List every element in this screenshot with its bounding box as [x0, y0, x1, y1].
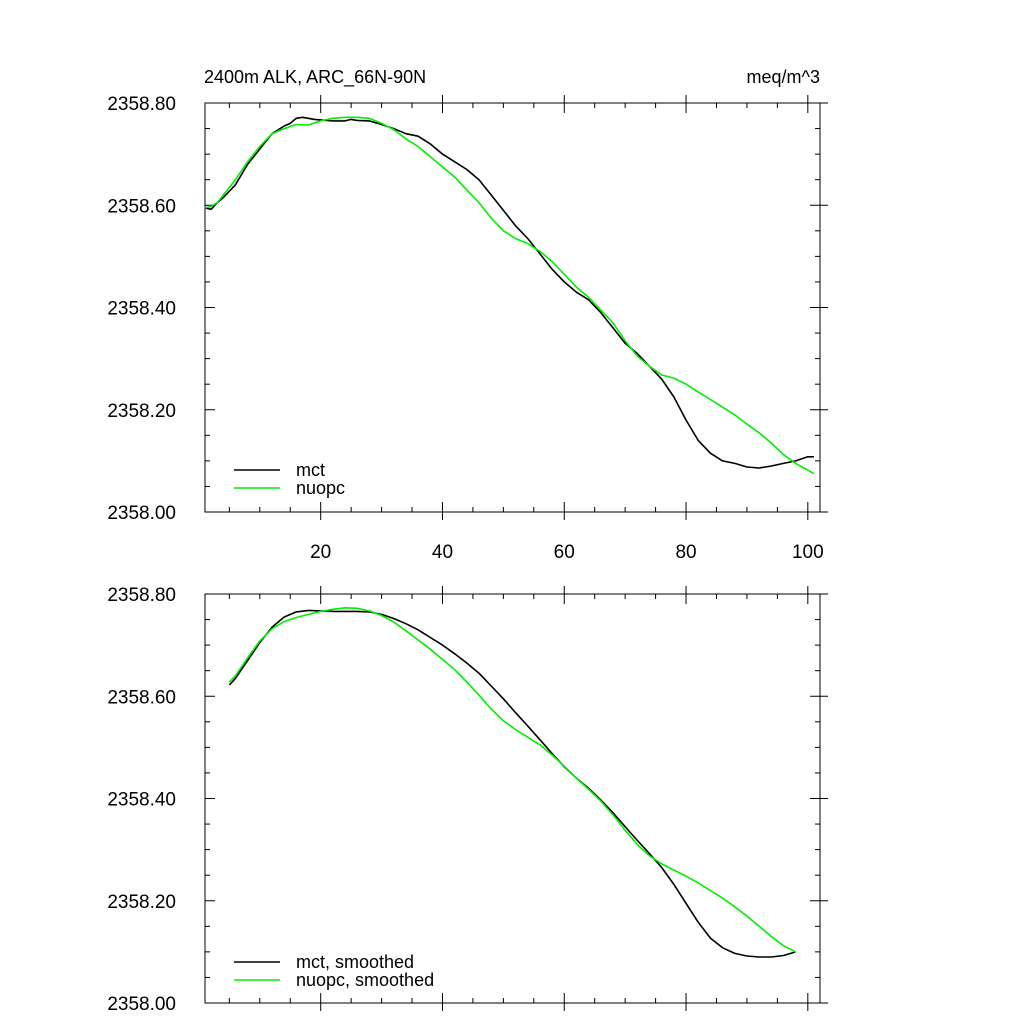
plot-frame	[204, 593, 821, 1004]
y-tick-label: 2358.20	[107, 892, 176, 913]
y-tick-label: 2358.00	[107, 503, 176, 524]
units-label: meq/m^3	[747, 67, 820, 87]
series-line-nuopc	[204, 116, 815, 475]
y-tick-label: 2358.60	[107, 687, 176, 708]
series-line-nuopc	[228, 606, 796, 953]
y-tick-label: 2358.20	[107, 401, 176, 422]
series-line-mct	[228, 609, 796, 958]
plot-frame	[204, 102, 821, 513]
legend-label: mct	[296, 460, 325, 480]
x-tick-label: 20	[310, 542, 331, 563]
bottom-panel: 2358.00 2358.20 2358.40 2358.60 2358.80 mct, …	[107, 585, 828, 1015]
series-line-mct	[204, 116, 814, 469]
legend-label: nuopc, smoothed	[296, 970, 434, 990]
top-panel: 20 40 60 80 100 2358.00 2358.20 2358.40 2358.60 2…	[107, 94, 828, 563]
y-tick-label: 2358.60	[107, 196, 176, 217]
y-tick-label: 2358.80	[107, 94, 176, 115]
y-tick-label: 2358.40	[107, 790, 176, 811]
chart-title: 2400m ALK, ARC_66N-90N	[204, 67, 426, 88]
x-tick-label: 80	[675, 542, 696, 563]
y-tick-label: 2358.40	[107, 299, 176, 320]
y-tick-label: 2358.00	[107, 994, 176, 1015]
legend-label: mct, smoothed	[296, 952, 414, 972]
legend-label: nuopc	[296, 478, 345, 498]
x-tick-label: 100	[792, 542, 824, 563]
y-tick-label: 2358.80	[107, 585, 176, 606]
x-tick-label: 60	[554, 542, 575, 563]
x-tick-label: 40	[432, 542, 453, 563]
